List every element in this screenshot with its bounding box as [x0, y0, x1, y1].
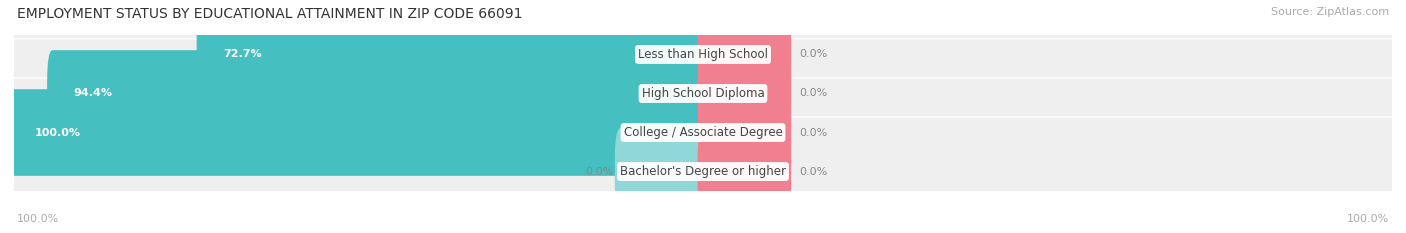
Text: 94.4%: 94.4% [73, 89, 112, 99]
FancyBboxPatch shape [7, 78, 1399, 187]
FancyBboxPatch shape [697, 128, 792, 215]
Text: 0.0%: 0.0% [800, 49, 828, 59]
Text: Bachelor's Degree or higher: Bachelor's Degree or higher [620, 165, 786, 178]
Text: Less than High School: Less than High School [638, 48, 768, 61]
Text: 100.0%: 100.0% [35, 127, 80, 137]
FancyBboxPatch shape [614, 128, 709, 215]
FancyBboxPatch shape [7, 0, 1399, 109]
FancyBboxPatch shape [197, 11, 709, 98]
Text: 0.0%: 0.0% [585, 167, 613, 177]
FancyBboxPatch shape [48, 50, 709, 137]
FancyBboxPatch shape [697, 11, 792, 98]
Text: 0.0%: 0.0% [800, 127, 828, 137]
Text: Source: ZipAtlas.com: Source: ZipAtlas.com [1271, 7, 1389, 17]
Text: 100.0%: 100.0% [17, 214, 59, 224]
Text: 100.0%: 100.0% [1347, 214, 1389, 224]
FancyBboxPatch shape [7, 39, 1399, 148]
Text: 0.0%: 0.0% [800, 89, 828, 99]
Text: 72.7%: 72.7% [222, 49, 262, 59]
Text: 0.0%: 0.0% [800, 167, 828, 177]
FancyBboxPatch shape [697, 89, 792, 176]
Text: College / Associate Degree: College / Associate Degree [624, 126, 782, 139]
FancyBboxPatch shape [8, 89, 709, 176]
Text: EMPLOYMENT STATUS BY EDUCATIONAL ATTAINMENT IN ZIP CODE 66091: EMPLOYMENT STATUS BY EDUCATIONAL ATTAINM… [17, 7, 523, 21]
FancyBboxPatch shape [697, 50, 792, 137]
FancyBboxPatch shape [7, 117, 1399, 226]
Text: High School Diploma: High School Diploma [641, 87, 765, 100]
